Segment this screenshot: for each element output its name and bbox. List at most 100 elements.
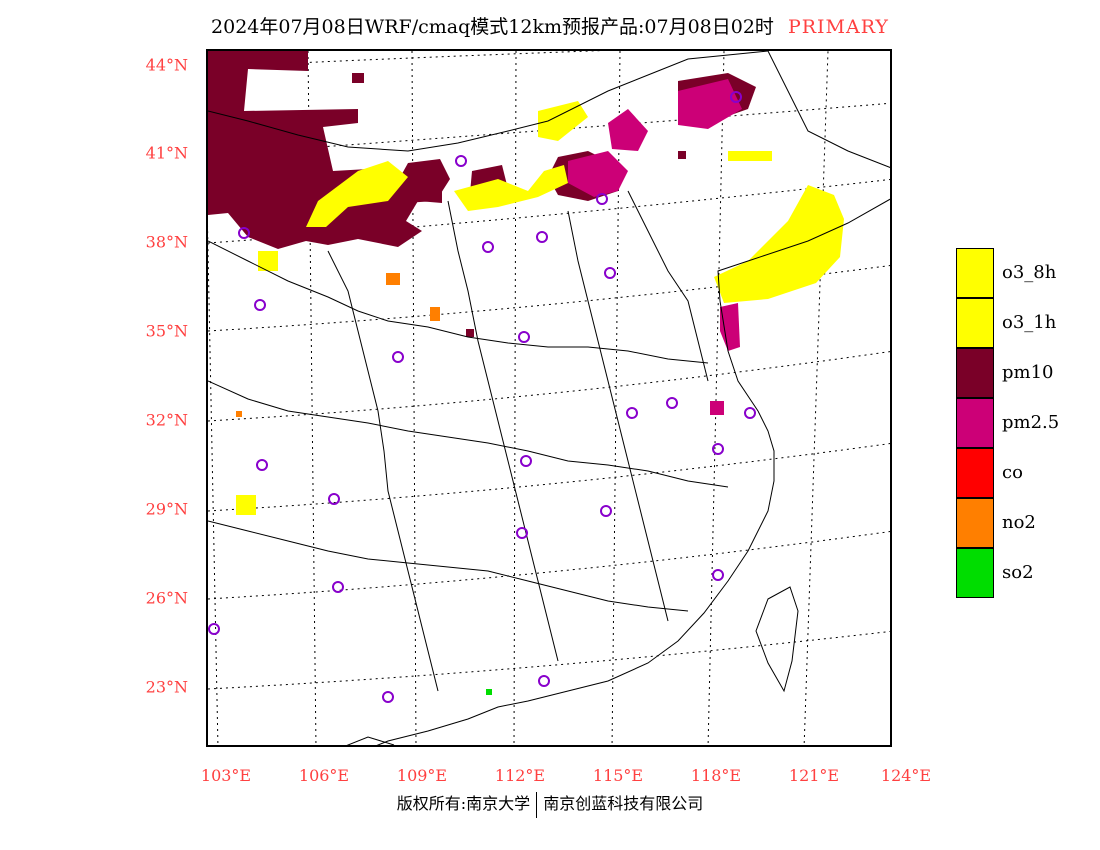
copyright-left: 版权所有:南京大学 — [396, 794, 531, 813]
meridian-112e — [513, 51, 517, 745]
copyright-right: 南京创蓝科技有限公司 — [543, 794, 704, 813]
o3-sichuan — [236, 495, 256, 515]
station-circle — [604, 267, 616, 279]
station-circle — [516, 527, 528, 539]
parallel-26n — [208, 531, 890, 600]
boundaries — [208, 51, 890, 745]
lon-label-115e: 115°E — [592, 766, 644, 785]
legend-swatch — [956, 448, 994, 498]
legend-swatch — [956, 548, 994, 598]
station-circle — [455, 155, 467, 167]
parallel-23n — [208, 630, 890, 690]
legend-swatch — [956, 348, 994, 398]
no2-shaanxi-2 — [430, 307, 440, 321]
lon-label-103e: 103°E — [200, 766, 252, 785]
lon-label-109e: 109°E — [396, 766, 448, 785]
station-circle — [392, 351, 404, 363]
pm25-shandong-coast — [720, 303, 740, 351]
station-circle — [482, 241, 494, 253]
no2-sichuan — [236, 411, 242, 417]
meridian-115e — [611, 51, 621, 745]
o3-northern-belt — [454, 165, 568, 211]
station-circle — [730, 91, 742, 103]
pm25-hebei-east — [608, 109, 648, 151]
station-circle — [520, 455, 532, 467]
parallel-35n — [208, 265, 890, 332]
legend-label: no2 — [1002, 512, 1036, 533]
graticule — [208, 51, 890, 745]
province-line-5 — [447, 200, 559, 662]
station-circle — [538, 675, 550, 687]
legend-label: pm10 — [1002, 362, 1054, 383]
o3-gansu — [258, 251, 278, 271]
title-tag: PRIMARY — [787, 16, 889, 38]
stations — [208, 91, 756, 703]
coastline — [376, 198, 890, 745]
lat-label-38n: 38°N — [145, 232, 188, 252]
lat-label-29n: 29°N — [145, 499, 188, 519]
no2-field — [236, 273, 440, 417]
border-northeast — [767, 51, 890, 168]
lat-label-23n: 23°N — [145, 677, 188, 697]
parallel-44n — [208, 51, 604, 68]
station-circle — [254, 299, 266, 311]
province-line-4 — [327, 250, 439, 692]
parallel-29n — [208, 443, 890, 512]
taiwan-outline — [755, 586, 799, 693]
hainan-outline — [346, 736, 395, 745]
legend-label: co — [1002, 462, 1023, 483]
province-line-3 — [208, 520, 689, 612]
o3-beijing-north — [538, 101, 588, 141]
pm10-spot-3 — [466, 329, 474, 337]
station-circle — [596, 193, 608, 205]
station-circle — [600, 505, 612, 517]
province-line-7 — [627, 190, 709, 382]
station-circle — [744, 407, 756, 419]
o3-field — [236, 101, 844, 515]
o3-inner-mongolia — [306, 161, 408, 227]
o3-yellow-sea — [714, 185, 844, 303]
legend-label: pm2.5 — [1002, 412, 1060, 433]
title-text: 2024年07月08日WRF/cmaq模式12km预报产品:07月08日02时 — [211, 16, 774, 38]
pm10-inner-mongolia — [398, 159, 450, 203]
station-circle — [536, 231, 548, 243]
o3-liaoning-strip — [728, 151, 772, 161]
legend-swatch — [956, 398, 994, 448]
meridian-118e — [707, 51, 725, 745]
pm25-north-korea-border — [678, 79, 742, 129]
station-circle — [382, 691, 394, 703]
province-line-6 — [567, 210, 669, 622]
no2-shaanxi-1 — [386, 273, 400, 285]
legend-label: so2 — [1002, 562, 1034, 583]
lat-label-32n: 32°N — [145, 410, 188, 430]
parallel-32n — [208, 351, 890, 422]
legend-label: o3_8h — [1002, 262, 1057, 283]
station-circle — [328, 493, 340, 505]
province-line-2 — [208, 380, 729, 488]
pm25-jiangsu — [710, 401, 724, 415]
station-circle — [238, 227, 250, 239]
station-circle — [256, 459, 268, 471]
pm10-spot-1 — [352, 73, 364, 83]
pm25-beijing-tianjin — [568, 151, 628, 197]
lon-label-106e: 106°E — [298, 766, 350, 785]
footer-separator — [536, 791, 538, 818]
meridian-103e — [208, 225, 219, 745]
station-circle — [712, 569, 724, 581]
border-north — [208, 51, 769, 152]
lat-label-41n: 41°N — [145, 143, 188, 163]
lon-label-118e: 118°E — [690, 766, 742, 785]
legend-swatch — [956, 248, 994, 298]
lat-label-35n: 35°N — [145, 321, 188, 341]
pm10-spot-2 — [678, 151, 686, 159]
copyright-footer: 版权所有:南京大学 南京创蓝科技有限公司 — [0, 790, 1100, 818]
meridian-121e — [803, 51, 829, 745]
lon-label-112e: 112°E — [494, 766, 546, 785]
station-circle — [518, 331, 530, 343]
so2-field — [486, 689, 492, 695]
so2-guangdong — [486, 689, 492, 695]
station-circle — [208, 623, 220, 635]
map-area[interactable] — [206, 49, 892, 747]
station-circle — [666, 397, 678, 409]
meridian-106e — [307, 51, 317, 745]
